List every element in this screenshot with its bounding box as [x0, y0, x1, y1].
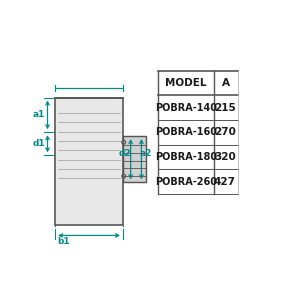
- Text: 215: 215: [214, 103, 236, 112]
- Text: 320: 320: [214, 152, 236, 162]
- Text: POBRA-140: POBRA-140: [155, 103, 217, 112]
- Text: POBRA-260: POBRA-260: [155, 176, 217, 187]
- Text: a2: a2: [140, 148, 152, 158]
- Text: POBRA-160: POBRA-160: [155, 127, 217, 137]
- Bar: [123, 136, 146, 182]
- Text: d1: d1: [33, 139, 45, 148]
- Text: 427: 427: [214, 176, 236, 187]
- Text: A: A: [222, 78, 230, 88]
- Text: MODEL: MODEL: [165, 78, 206, 88]
- Bar: [55, 98, 123, 225]
- Text: POBRA-180: POBRA-180: [154, 152, 217, 162]
- Text: d2: d2: [119, 148, 132, 158]
- Bar: [56, 98, 122, 224]
- Text: 270: 270: [214, 127, 236, 137]
- Text: b1: b1: [58, 237, 70, 246]
- Text: a1: a1: [33, 110, 45, 119]
